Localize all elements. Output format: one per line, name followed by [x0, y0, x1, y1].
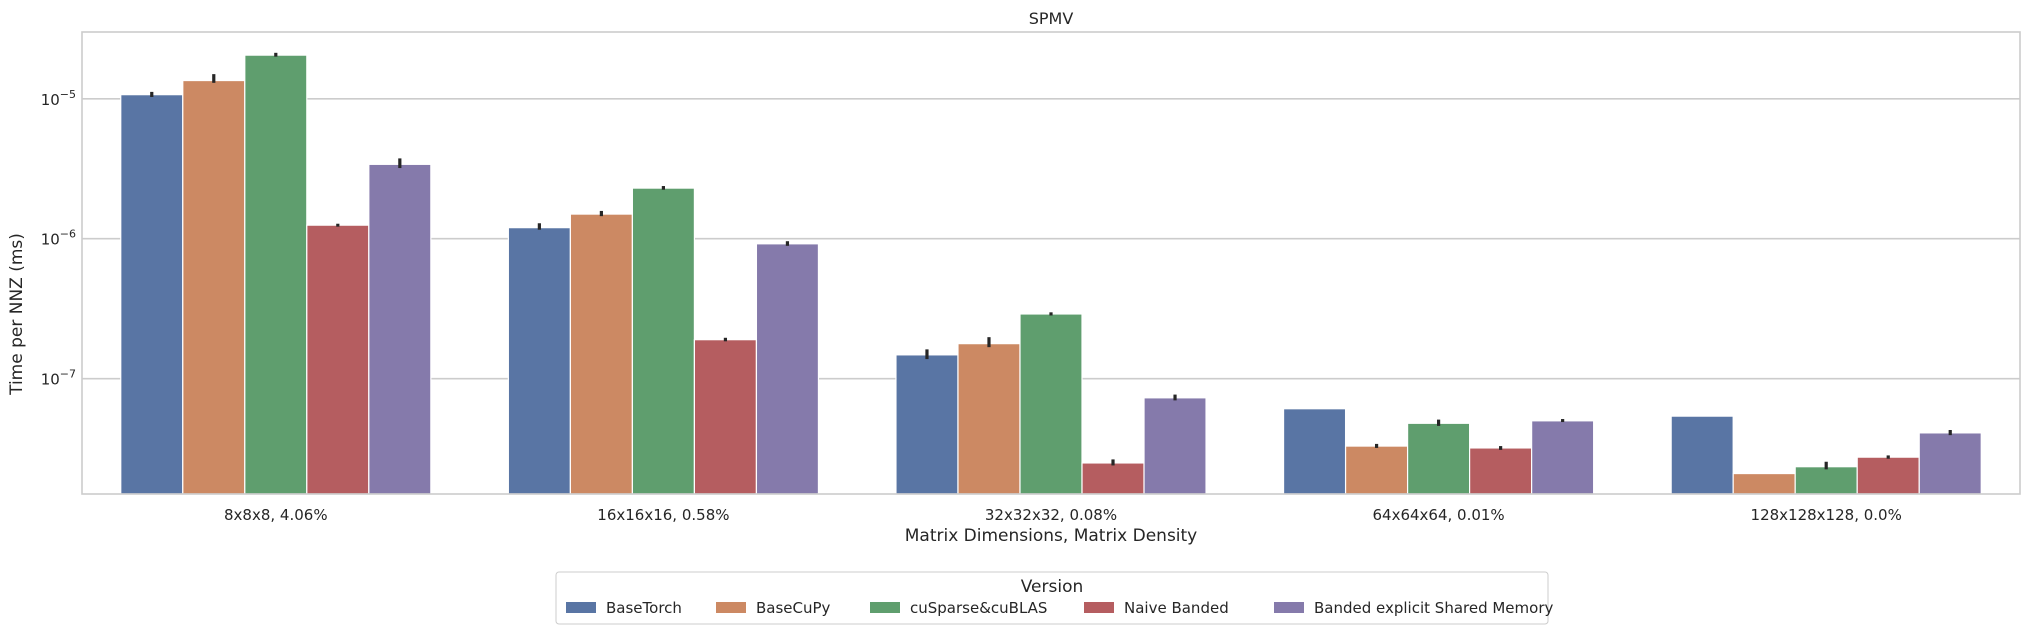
x-tick-label: 32x32x32, 0.08%: [985, 506, 1117, 524]
bar: [182, 79, 246, 495]
legend-swatch: [566, 602, 596, 613]
x-tick-label: 128x128x128, 0.0%: [1751, 506, 1902, 524]
y-tick-mantissa: 10: [41, 91, 60, 109]
x-tick-label: 8x8x8, 4.06%: [224, 506, 328, 524]
legend-swatch: [1274, 602, 1304, 613]
legend-title: Version: [1021, 577, 1084, 597]
x-axis-label: Matrix Dimensions, Matrix Density: [905, 526, 1198, 546]
bar: [569, 213, 633, 495]
bar: [1856, 456, 1920, 495]
bar: [1081, 462, 1145, 495]
bar: [1282, 408, 1347, 495]
y-tick-exponent: −5: [60, 88, 76, 101]
legend-label: cuSparse&cuBLAS: [910, 599, 1047, 617]
legend-items: BaseTorch BaseCuPy cuSparse&cuBLAS Naive Ba…: [566, 599, 1553, 617]
bar: [1794, 466, 1858, 495]
bar: [1344, 445, 1409, 495]
plot-frame: [81, 31, 2021, 495]
bar: [120, 94, 184, 495]
x-tick-label: 64x64x64, 0.01%: [1372, 506, 1504, 524]
bar: [1469, 447, 1533, 495]
x-tick-label: 16x16x16, 0.58%: [597, 506, 729, 524]
bar: [693, 339, 758, 495]
bar: [306, 224, 370, 495]
y-tick-mantissa: 10: [41, 231, 60, 249]
y-tick-label: 10−5: [41, 88, 76, 109]
legend-swatch: [870, 602, 900, 613]
legend-label: BaseTorch: [606, 599, 682, 617]
bar: [507, 227, 571, 495]
bar: [1531, 420, 1595, 495]
bar: [631, 187, 696, 495]
legend: Version BaseTorch BaseCuPy cuSparse&cuBLAS…: [555, 571, 1553, 625]
bar: [1918, 432, 1982, 495]
legend-label: Naive Banded: [1124, 599, 1229, 617]
y-tick-labels: 10−710−610−5: [41, 88, 76, 389]
y-tick-label: 10−6: [41, 228, 76, 249]
bar: [1143, 397, 1207, 495]
y-tick-mantissa: 10: [41, 371, 60, 389]
bar: [957, 343, 1021, 495]
bars-layer: [120, 54, 1982, 495]
bar: [244, 54, 308, 495]
bar: [368, 163, 432, 495]
chart-title: SPMV: [1029, 9, 1074, 28]
y-tick-label: 10−7: [41, 368, 76, 389]
legend-swatch: [716, 602, 746, 613]
y-tick-exponent: −7: [60, 368, 76, 381]
y-axis-label: Time per NNZ (ms): [7, 233, 27, 396]
legend-label: Banded explicit Shared Memory: [1314, 599, 1553, 617]
x-tick-labels: 8x8x8, 4.06% 16x16x16, 0.58% 32x32x32, 0.0…: [224, 506, 1902, 524]
bar: [1732, 472, 1796, 495]
bar: [755, 243, 820, 495]
error-bars-layer: [150, 52, 1952, 470]
bar: [895, 354, 959, 495]
y-tick-exponent: −6: [60, 228, 76, 241]
legend-label: BaseCuPy: [756, 599, 831, 617]
bar: [1670, 415, 1734, 495]
bar: [1406, 422, 1471, 495]
legend-swatch: [1084, 602, 1114, 613]
bar: [1019, 313, 1083, 495]
